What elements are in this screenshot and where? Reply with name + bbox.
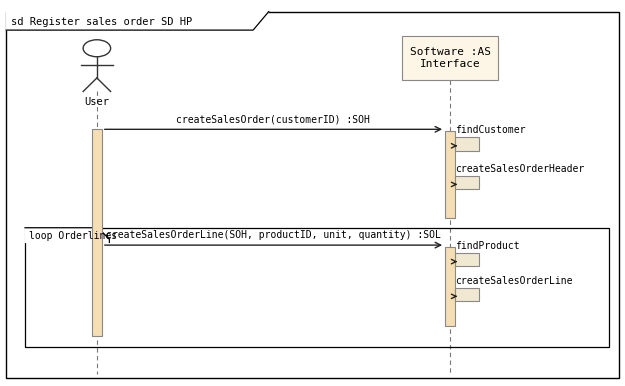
Bar bbox=[455, 288, 479, 301]
Text: createSalesOrderLine: createSalesOrderLine bbox=[455, 276, 572, 286]
Text: createSalesOrderLine(SOH, productID, unit, quantity) :SOL: createSalesOrderLine(SOH, productID, uni… bbox=[106, 230, 441, 240]
Bar bbox=[455, 176, 479, 189]
Text: findProduct: findProduct bbox=[455, 241, 519, 251]
Bar bbox=[25, 228, 609, 347]
Bar bbox=[402, 36, 499, 80]
Polygon shape bbox=[6, 12, 269, 30]
Bar bbox=[445, 131, 455, 218]
Text: createSalesOrderHeader: createSalesOrderHeader bbox=[455, 164, 584, 174]
Bar bbox=[455, 253, 479, 266]
Text: loop Orderlines: loop Orderlines bbox=[29, 231, 117, 241]
Text: Software :AS
Interface: Software :AS Interface bbox=[409, 47, 491, 69]
Bar bbox=[445, 247, 455, 326]
Text: sd Register sales order SD HP: sd Register sales order SD HP bbox=[11, 17, 192, 27]
Bar bbox=[92, 129, 102, 336]
Polygon shape bbox=[25, 228, 109, 242]
Text: User: User bbox=[84, 97, 109, 107]
Text: findCustomer: findCustomer bbox=[455, 125, 526, 135]
Bar bbox=[455, 137, 479, 151]
Text: createSalesOrder(customerID) :SOH: createSalesOrder(customerID) :SOH bbox=[176, 115, 371, 125]
